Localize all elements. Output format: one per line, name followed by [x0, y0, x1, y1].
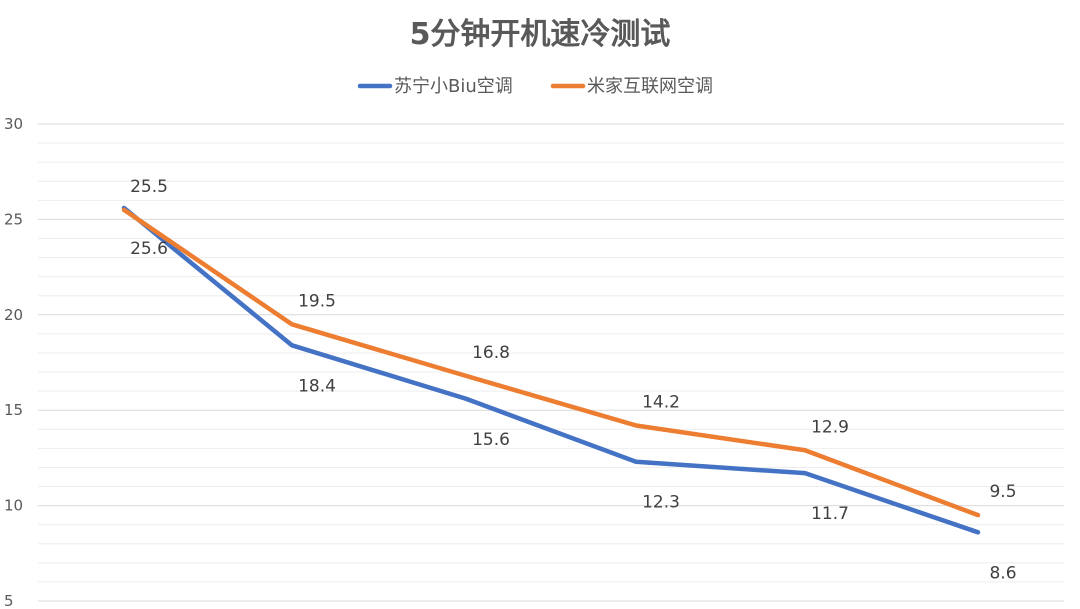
series-line-1 [121, 205, 981, 535]
data-label-series-2: 19.5 [298, 291, 336, 311]
legend-item-series-1: 苏宁小Biu空调 [357, 76, 513, 97]
series-lines [121, 205, 981, 535]
y-axis-tick-labels: 5 10 15 20 25 30 [4, 115, 23, 609]
legend-label-series-1: 苏宁小Biu空调 [394, 76, 513, 97]
y-tick-label: 10 [4, 497, 23, 515]
data-label-series-1: 18.4 [298, 376, 336, 396]
data-label-series-1: 8.6 [989, 563, 1016, 583]
y-tick-label: 20 [4, 306, 23, 324]
data-label-series-2: 16.8 [472, 343, 510, 363]
data-label-series-1: 11.7 [811, 504, 849, 524]
data-label-series-1: 25.6 [130, 239, 168, 259]
data-label-series-2: 14.2 [642, 392, 680, 412]
legend-item-series-2: 米家互联网空调 [550, 76, 713, 97]
y-tick-label: 15 [4, 401, 23, 419]
legend-label-series-2: 米家互联网空调 [587, 76, 713, 97]
data-label-series-1: 12.3 [642, 493, 680, 513]
legend: 苏宁小Biu空调 米家互联网空调 [357, 76, 713, 97]
chart-title: 5分钟开机速冷测试 [410, 17, 671, 52]
data-label-series-2: 25.5 [130, 177, 168, 197]
data-label-series-2: 12.9 [811, 417, 849, 437]
data-label-series-1: 15.6 [472, 430, 510, 450]
gridlines [38, 123, 1064, 602]
y-tick-label: 25 [4, 210, 23, 228]
y-tick-label: 5 [4, 592, 14, 609]
series-line-2 [121, 207, 981, 518]
data-label-series-2: 9.5 [989, 482, 1016, 502]
data-labels: 25.6 18.4 15.6 12.3 11.7 8.6 25.5 19.5 16.8 14.2 1… [130, 177, 1016, 583]
y-tick-label: 30 [4, 115, 23, 133]
